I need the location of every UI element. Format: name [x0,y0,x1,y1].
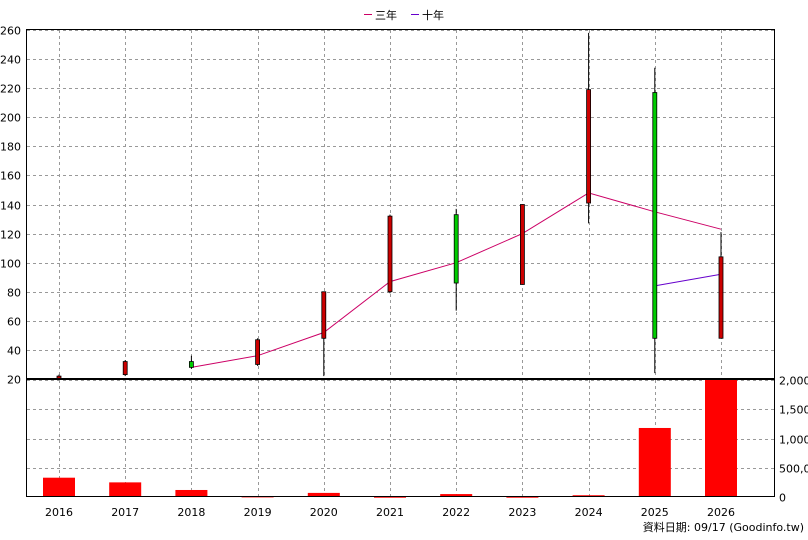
x-tick-label: 2021 [376,506,404,519]
volume-bar [440,494,473,497]
legend-label-three-year: 三年 [375,8,397,22]
volume-bar [43,477,75,497]
price-tick-label: 180 [0,141,21,154]
volume-tick-label: 1,500,000 [779,404,808,417]
candle-body [453,214,459,284]
x-tick-label: 2018 [177,506,205,519]
price-tick-label: 200 [0,112,21,125]
x-tick-label: 2022 [442,506,470,519]
price-y-axis: 20 40 60 80 100 120 140 160 180 200 220 240 260 [0,25,21,387]
ma-line-ten-year [654,273,722,287]
legend-label-ten-year: 十年 [422,8,444,22]
price-grid [27,30,775,380]
candle-body [652,92,658,339]
price-tick-label: 100 [0,258,21,271]
price-tick-label: 220 [0,83,21,96]
x-tick-label: 2016 [45,506,73,519]
price-tick-label: 60 [7,316,21,329]
x-axis: 2016 2017 2018 2019 2020 2021 2022 2023 2024 2025… [45,506,735,519]
volume-bar [175,489,208,497]
volume-bar [506,496,539,498]
price-tick-label: 40 [7,345,21,358]
volume-tick-label: 0 [779,492,786,505]
price-panel-frame [26,29,775,379]
volume-grid [27,380,775,497]
candle-body [321,291,327,339]
x-tick-label: 2017 [111,506,139,519]
volume-panel-frame [26,379,775,497]
volume-panel: 0 500,000 1,000,000 1,500,000 2,000,000 [26,375,808,505]
volume-bar [638,427,671,497]
candle-body [387,215,393,293]
candle-body [718,256,724,339]
x-tick-label: 2026 [707,506,735,519]
x-tick-label: 2024 [575,506,603,519]
price-panel: 20 40 60 80 100 120 140 160 180 200 220 240 260 [0,25,775,387]
volume-bar [374,496,406,498]
volume-y-axis: 0 500,000 1,000,000 1,500,000 2,000,000 [779,375,808,505]
volume-bars [43,380,737,498]
price-tick-label: 120 [0,229,21,242]
candle-body [188,361,194,368]
price-tick-label: 240 [0,54,21,67]
volume-bar [307,492,340,497]
candles [56,32,724,380]
price-tick-label: 80 [7,287,21,300]
x-tick-label: 2019 [244,506,272,519]
price-tick-label: 160 [0,170,21,183]
x-tick-label: 2023 [508,506,536,519]
candle-body [586,89,591,204]
volume-bar [109,482,142,497]
volume-tick-label: 2,000,000 [779,375,808,388]
price-tick-label: 140 [0,200,21,213]
volume-tick-label: 500,000 [779,463,808,476]
candle-body [520,204,525,285]
x-tick-label: 2025 [641,506,669,519]
price-tick-label: 260 [0,25,21,38]
x-tick-label: 2020 [310,506,338,519]
price-tick-label: 20 [7,374,21,387]
volume-tick-label: 1,000,000 [779,434,808,447]
candle-body [255,339,261,365]
source-note: 資料日期: 09/17 (Goodinfo.tw) [643,520,804,534]
legend: 三年 十年 [364,8,444,22]
volume-bar [705,380,737,497]
candle-body [122,361,128,376]
